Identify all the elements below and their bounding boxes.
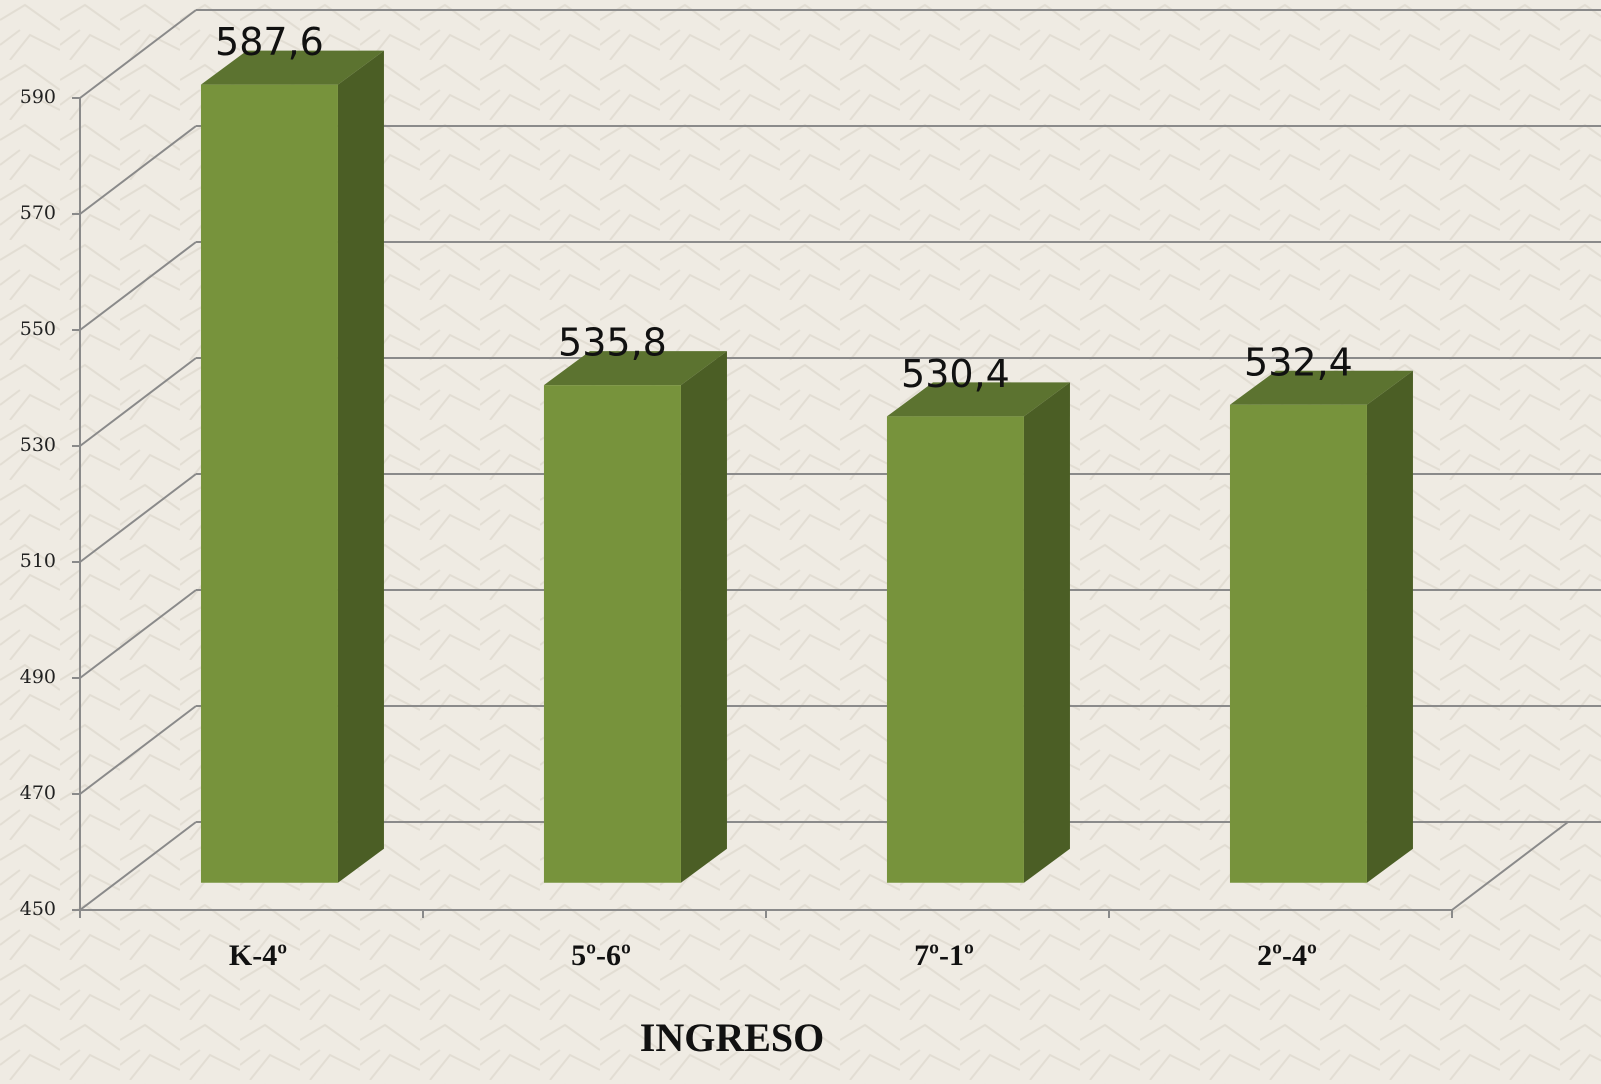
bar-top xyxy=(886,382,1070,417)
bar xyxy=(1229,404,1367,883)
bar xyxy=(886,416,1024,883)
y-tick-label: 510 xyxy=(20,550,56,572)
x-tick-label: 2º-4º xyxy=(1257,939,1317,972)
y-tick-label: 470 xyxy=(20,782,56,804)
x-tick-label: K-4º xyxy=(229,939,287,972)
bar xyxy=(543,385,681,883)
bar-side xyxy=(337,50,384,883)
bar-top xyxy=(200,50,384,85)
bar-side xyxy=(1366,370,1413,883)
grid-line xyxy=(79,125,197,215)
grid-line xyxy=(79,589,197,679)
bar xyxy=(200,84,338,883)
x-tick-label: 7º-1º xyxy=(914,939,974,972)
value-label: 587,6 xyxy=(215,20,324,64)
grid-line xyxy=(79,9,197,99)
grid-line xyxy=(79,473,197,563)
y-tick-label: 530 xyxy=(20,434,56,456)
x-tick-label: 5º-6º xyxy=(571,939,631,972)
y-tick-label: 490 xyxy=(20,666,56,688)
grid-line xyxy=(79,705,197,795)
grid-line xyxy=(79,821,197,911)
y-tick-label: 590 xyxy=(20,86,56,108)
bar-top xyxy=(1229,370,1413,405)
y-tick-label: 550 xyxy=(20,318,56,340)
grid-line xyxy=(79,241,197,331)
floor-edge xyxy=(1451,821,1569,911)
y-tick-label: 570 xyxy=(20,202,56,224)
grid-line xyxy=(79,357,197,447)
bar-side xyxy=(680,351,727,883)
bar-top xyxy=(543,351,727,386)
x-axis-title: INGRESO xyxy=(640,1015,825,1060)
y-tick-label: 450 xyxy=(20,898,56,920)
value-label: 535,8 xyxy=(558,321,667,365)
value-label: 530,4 xyxy=(901,352,1010,396)
value-label: 532,4 xyxy=(1244,340,1353,384)
bar-side xyxy=(1023,382,1070,883)
